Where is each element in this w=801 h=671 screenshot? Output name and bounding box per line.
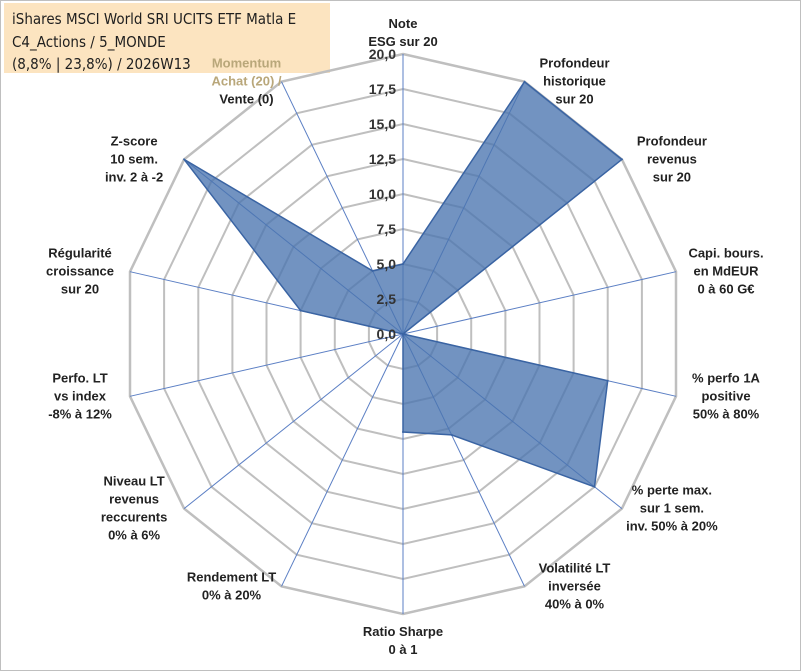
data-point	[450, 433, 453, 436]
category-subtitle: C4_Actions / 5_MONDE	[12, 33, 166, 51]
axis-label: positive	[701, 388, 750, 403]
axis-label: sur 1 sem.	[640, 501, 704, 516]
axis-spoke	[183, 333, 404, 509]
tick-label: 15,0	[369, 116, 396, 132]
axis-spoke	[129, 333, 404, 397]
axis-label: 0 à 1	[389, 642, 418, 657]
axis-label: 0 à 60 G€	[697, 282, 754, 297]
tick-label: 12,5	[369, 151, 396, 167]
data-point	[299, 309, 302, 312]
axis-label: Profondeur	[539, 56, 609, 71]
data-point	[620, 158, 623, 161]
tick-label: 20,0	[369, 46, 396, 62]
fund-name-title: iShares MSCI World SRI UCITS ETF Matla E	[12, 10, 297, 28]
axis-label: vs index	[54, 388, 107, 403]
data-point	[371, 269, 374, 272]
data-point	[523, 80, 526, 83]
axis-label: Perfo. LT	[52, 370, 107, 385]
data-point	[402, 431, 404, 433]
axis-label: sur 20	[555, 92, 593, 107]
axis-label: inv. 2 à -2	[105, 169, 163, 184]
axis-label: 0% à 20%	[202, 587, 262, 602]
axis-label: sur 20	[653, 169, 691, 184]
axis-label: 0% à 6%	[108, 528, 160, 543]
data-point	[593, 485, 596, 488]
data-point	[402, 333, 404, 335]
axis-spoke	[281, 333, 404, 587]
tick-label: 2,5	[377, 291, 397, 307]
tick-label: 5,0	[377, 256, 397, 272]
axis-label: Profondeur	[637, 133, 707, 148]
axis-label: Ratio Sharpe	[363, 624, 443, 639]
axis-label: % perfo 1A	[692, 370, 761, 385]
tick-label: 0,0	[377, 326, 397, 342]
axis-label: Vente (0)	[219, 92, 273, 107]
axis-label: Niveau LT	[104, 474, 165, 489]
axis-label: ESG sur 20	[368, 34, 437, 49]
axis-label: Rendement LT	[187, 569, 276, 584]
axis-label: croissance	[46, 264, 114, 279]
axis-label: % perte max.	[632, 483, 712, 498]
axis-label: Capi. bours.	[688, 246, 763, 261]
axis-label: Régularité	[48, 246, 112, 261]
axis-label: Note	[389, 16, 418, 31]
axis-label: revenus	[109, 492, 159, 507]
data-point	[183, 158, 186, 161]
axis-label: en MdEUR	[694, 264, 760, 279]
axis-label: Volatilité LT	[539, 560, 611, 575]
axis-label: 10 sem.	[110, 151, 158, 166]
axis-label: 50% à 80%	[693, 406, 760, 421]
axis-label: inversée	[548, 578, 601, 593]
tick-label: 10,0	[369, 186, 396, 202]
chart-title-box: iShares MSCI World SRI UCITS ETF Matla E…	[4, 3, 330, 73]
axis-label: Achat (20) /	[211, 74, 281, 89]
tick-label: 7,5	[377, 221, 397, 237]
data-point	[606, 379, 609, 382]
tick-label: 17,5	[369, 81, 396, 97]
axis-label: reccurents	[101, 510, 167, 525]
axis-label: Momentum	[212, 56, 281, 71]
data-point	[402, 263, 404, 265]
performance-week-subtitle: (8,8% | 23,8%) / 2026W13	[12, 55, 191, 73]
axis-label: sur 20	[61, 282, 99, 297]
axis-label: historique	[543, 74, 606, 89]
axis-label: -8% à 12%	[48, 406, 112, 421]
axis-label: 40% à 0%	[545, 596, 605, 611]
axis-spoke	[402, 271, 677, 335]
axis-label: inv. 50% à 20%	[626, 519, 718, 534]
axis-label: Z-score	[111, 133, 158, 148]
axis-label: revenus	[647, 151, 697, 166]
